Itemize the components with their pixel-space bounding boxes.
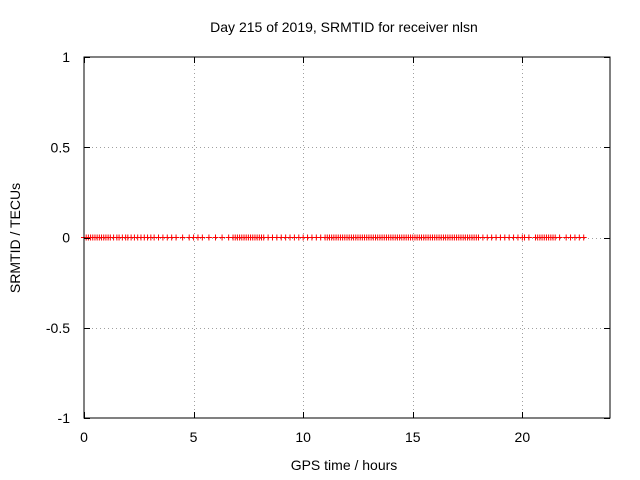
y-tick-label: 0	[62, 230, 70, 246]
y-tick-label: -1	[58, 410, 71, 426]
data-point	[556, 234, 563, 241]
data-point	[173, 234, 180, 241]
data-point	[199, 234, 206, 241]
chart-title: Day 215 of 2019, SRMTID for receiver nls…	[210, 19, 478, 35]
data-point	[205, 234, 212, 241]
x-axis-label: GPS time / hours	[291, 457, 398, 473]
data-point	[179, 234, 186, 241]
plot-frame	[83, 56, 611, 419]
data-point	[219, 234, 226, 241]
axis-ticks	[84, 57, 610, 419]
y-axis-label: SRMTID / TECUs	[7, 183, 23, 293]
data-point	[212, 234, 219, 241]
y-tick-label: 1	[62, 49, 70, 65]
data-point	[525, 234, 532, 241]
x-tick-label: 10	[295, 429, 311, 445]
data-point	[580, 234, 587, 241]
x-tick-label: 5	[190, 429, 198, 445]
y-tick-label: 0.5	[51, 139, 71, 155]
x-tick-label: 15	[405, 429, 421, 445]
axis-tick-labels: 0 5 10 15 20 -1 -0.5 0 0.5 1	[46, 49, 530, 445]
data-points	[81, 234, 587, 241]
x-tick-label: 0	[80, 429, 88, 445]
y-tick-label: -0.5	[46, 320, 70, 336]
x-tick-label: 20	[515, 429, 531, 445]
